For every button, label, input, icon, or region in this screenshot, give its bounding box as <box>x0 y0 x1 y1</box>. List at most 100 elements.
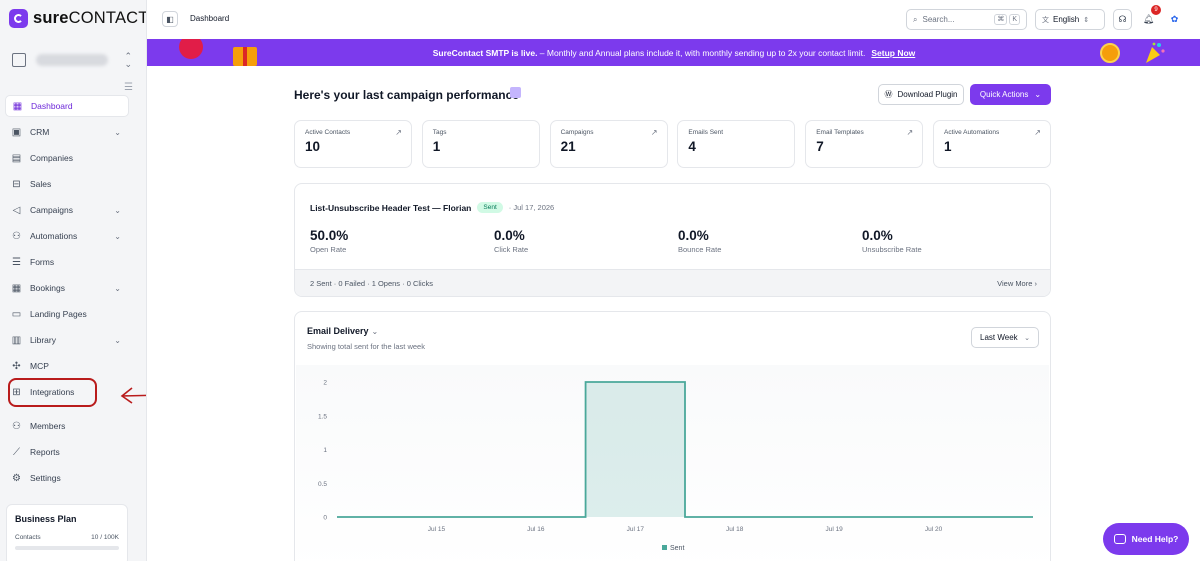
sidebar: sureCONTACT ⌃ ⌄ ☰ ▦ Dashboard ▣ CRM ⌄ ▤ Compa… <box>0 0 149 561</box>
y-tick-label: 1.5 <box>318 413 327 420</box>
chart-line-icon: ⟋ <box>13 446 20 458</box>
chevron-down-icon: ⌄ <box>114 335 121 345</box>
sidebar-item-reports[interactable]: ⟋ Reports <box>13 446 60 458</box>
collapse-sidebar-icon[interactable]: ☰ <box>124 82 133 93</box>
stat-card-active-automations[interactable]: Active Automations 1 ↗ <box>932 120 1051 168</box>
y-tick-label: 0 <box>323 515 327 522</box>
workspace-name-redacted <box>36 54 108 66</box>
brand-icon[interactable]: ✿ <box>1170 14 1179 24</box>
chat-bubble-icon <box>1113 534 1126 544</box>
download-plugin-button[interactable]: Ⓦ Download Plugin <box>878 84 964 105</box>
search-shortcut: ⌘ K <box>994 14 1020 25</box>
sent-line <box>337 381 1033 518</box>
search-input[interactable]: ⌕ Search... ⌘ K <box>906 9 1027 30</box>
topbar: ◧ Dashboard ⌕ Search... ⌘ K 文 English ⇕ ☊… <box>147 0 1200 39</box>
view-more-link[interactable]: View More › <box>997 278 1037 288</box>
chevron-down-icon: ⌄ <box>1024 334 1030 342</box>
building-icon <box>12 53 26 67</box>
campaign-name[interactable]: List-Unsubscribe Header Test — Florian <box>310 202 472 213</box>
plan-title: Business Plan <box>15 514 77 524</box>
chevron-down-icon: ⌄ <box>114 283 121 293</box>
click-rate: 0.0% Click Rate <box>494 228 529 254</box>
grid-icon: ▦ <box>12 100 23 112</box>
sidebar-item-campaigns[interactable]: ◁ Campaigns ⌄ <box>12 204 121 216</box>
sidebar-item-crm[interactable]: ▣ CRM ⌄ <box>11 126 121 138</box>
banner-setup-link[interactable]: Setup Now <box>871 47 916 58</box>
translate-icon: 文 <box>1042 16 1049 24</box>
sidebar-item-forms[interactable]: ☰ Forms <box>12 256 55 268</box>
page-header: Here's your last campaign performance Ⓦ … <box>294 84 1051 106</box>
inbox-icon <box>510 87 521 98</box>
sidebar-item-members[interactable]: ⚇ Members <box>12 420 66 432</box>
x-tick-label: Jul 16 <box>527 526 545 533</box>
x-tick-label: Jul 18 <box>726 526 744 533</box>
arrow-up-right-icon: ↗ <box>1034 128 1041 137</box>
sidebar-item-landing-pages[interactable]: ▭ Landing Pages <box>11 308 87 320</box>
sidebar-item-bookings[interactable]: ▦ Bookings ⌄ <box>11 282 121 294</box>
delivery-subtitle: Showing total sent for the last week <box>307 342 425 351</box>
delivery-title[interactable]: Email Delivery ⌄ <box>307 326 379 336</box>
headset-icon: ☊ <box>1118 14 1127 24</box>
plan-usage-bar <box>15 546 119 550</box>
legend-swatch <box>662 545 667 550</box>
email-delivery-card: Email Delivery ⌄ Showing total sent for t… <box>294 311 1051 561</box>
users-icon: ⚇ <box>12 420 21 432</box>
legend-label: Sent <box>670 545 684 552</box>
y-tick-label: 2 <box>323 380 327 387</box>
stat-card-email-templates[interactable]: Email Templates 7 ↗ <box>805 120 924 168</box>
chevron-down-icon: ⌄ <box>371 327 379 336</box>
arrow-up-right-icon: ↗ <box>395 128 402 137</box>
gift-icon <box>233 47 257 66</box>
building-icon: ▤ <box>11 152 22 164</box>
date-range-select[interactable]: Last Week ⌄ <box>971 327 1039 348</box>
chevron-up-down-icon: ⇕ <box>1083 16 1090 24</box>
megaphone-icon: ◁ <box>12 204 21 216</box>
plugin-icon: ⊞ <box>12 386 21 398</box>
campaign-rates: 50.0% Open Rate 0.0% Click Rate 0.0% Bounce… <box>310 228 1050 254</box>
sidebar-item-library[interactable]: ▥ Library ⌄ <box>11 334 121 346</box>
logo[interactable]: sureCONTACT <box>9 9 149 28</box>
promo-banner: SureContact SMTP is live. – Monthly and … <box>147 39 1200 66</box>
flow-icon: ⚇ <box>12 230 21 242</box>
sidebar-item-sales[interactable]: ⊟ Sales <box>12 178 52 190</box>
language-label: English <box>1053 15 1080 24</box>
stat-card-active-contacts[interactable]: Active Contacts 10 ↗ <box>294 120 412 168</box>
sidebar-item-integrations[interactable]: ⊞ Integrations <box>12 386 75 398</box>
calendar-icon: ▦ <box>11 282 22 294</box>
x-tick-label: Jul 20 <box>925 526 943 533</box>
sidebar-item-dashboard[interactable]: ▦ Dashboard <box>5 95 129 117</box>
sidebar-nav: ▦ Dashboard ▣ CRM ⌄ ▤ Companies ⊟ Sales ◁ Camp… <box>5 95 129 493</box>
x-tick-label: Jul 15 <box>428 526 446 533</box>
last-campaign-card: List-Unsubscribe Header Test — Florian S… <box>294 183 1051 297</box>
annotation-highlight-box <box>8 378 97 407</box>
delivery-chart: 0 0.5 1 1.5 2 Jul 15 Jul 16 Jul 17 Jul 18 Jul 19 J… <box>318 380 1033 552</box>
banner-text: – Monthly and Annual plans include it, w… <box>537 47 866 58</box>
support-headset-button[interactable]: ☊ <box>1113 9 1132 30</box>
workspace-switcher[interactable]: ⌃ ⌄ <box>12 50 132 70</box>
status-badge: Sent <box>477 202 503 213</box>
search-placeholder: Search... <box>922 15 955 24</box>
stat-card-campaigns[interactable]: Campaigns 21 ↗ <box>549 120 668 168</box>
sidebar-item-settings[interactable]: ⚙ Settings <box>12 472 61 484</box>
bounce-rate: 0.0% Bounce Rate <box>678 228 722 254</box>
medal-icon <box>1100 43 1120 63</box>
sidebar-item-automations[interactable]: ⚇ Automations ⌄ <box>12 230 121 242</box>
plan-contacts-row: Contacts 10 / 100K <box>15 534 119 541</box>
form-icon: ☰ <box>12 256 21 268</box>
sidebar-item-mcp[interactable]: ✣ MCP <box>12 360 49 372</box>
chart-area: 0 0.5 1 1.5 2 Jul 15 Jul 16 Jul 17 Jul 18 Jul 19 J… <box>296 365 1049 561</box>
banner-headline: SureContact SMTP is live. <box>432 47 538 58</box>
open-rate: 50.0% Open Rate <box>310 228 349 254</box>
main-area: ◧ Dashboard ⌕ Search... ⌘ K 文 English ⇕ ☊… <box>146 0 1200 561</box>
notifications-button[interactable]: 🔔︎ 9 <box>1139 5 1161 30</box>
campaign-footer: 2 Sent · 0 Failed · 1 Opens · 0 Clicks V… <box>295 269 1050 296</box>
stat-card-tags: Tags 1 <box>421 120 540 168</box>
stat-card-emails-sent: Emails Sent 4 <box>677 120 796 168</box>
stats-row: Active Contacts 10 ↗ Tags 1 Campaigns 21… <box>294 120 1051 168</box>
sidebar-toggle-icon[interactable]: ◧ <box>162 11 178 27</box>
need-help-button[interactable]: Need Help? <box>1103 523 1189 555</box>
plan-contacts-label: Contacts <box>15 534 41 541</box>
sidebar-item-companies[interactable]: ▤ Companies <box>11 152 73 164</box>
quick-actions-button[interactable]: Quick Actions ⌄ <box>970 84 1051 105</box>
language-select[interactable]: 文 English ⇕ <box>1035 9 1105 30</box>
